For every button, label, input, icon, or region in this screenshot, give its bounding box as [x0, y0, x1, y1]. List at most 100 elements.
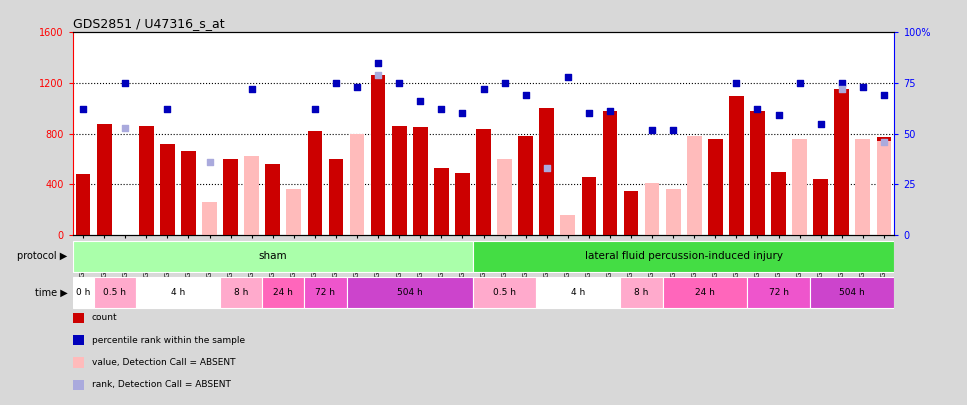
Point: [729, 80, 745, 86]
Bar: [856, 139, 870, 235]
Point: [75, 106, 91, 113]
Point: [813, 120, 829, 127]
Point: [476, 86, 491, 92]
Text: rank, Detection Call = ABSENT: rank, Detection Call = ABSENT: [92, 380, 231, 389]
Text: time ▶: time ▶: [35, 288, 68, 298]
Bar: [645, 183, 659, 235]
Point: [202, 159, 218, 165]
Point: [876, 139, 892, 145]
Bar: [94, 277, 135, 308]
Text: percentile rank within the sample: percentile rank within the sample: [92, 336, 245, 345]
Point: [749, 106, 765, 113]
Bar: [687, 136, 702, 235]
Bar: [265, 164, 280, 235]
Bar: [772, 172, 786, 235]
Point: [665, 126, 681, 133]
Text: 4 h: 4 h: [171, 288, 185, 297]
Text: 24 h: 24 h: [695, 288, 715, 297]
Bar: [876, 137, 892, 235]
Bar: [621, 277, 662, 308]
Bar: [729, 96, 744, 235]
Text: protocol ▶: protocol ▶: [17, 251, 68, 261]
Text: 72 h: 72 h: [769, 288, 788, 297]
Point: [117, 124, 132, 131]
Bar: [262, 277, 305, 308]
Text: 0.5 h: 0.5 h: [493, 288, 516, 297]
Bar: [876, 141, 892, 235]
Text: value, Detection Call = ABSENT: value, Detection Call = ABSENT: [92, 358, 235, 367]
Text: 0 h: 0 h: [75, 288, 90, 297]
Bar: [350, 134, 365, 235]
Bar: [624, 191, 638, 235]
Bar: [97, 124, 111, 235]
Bar: [473, 277, 536, 308]
Bar: [75, 174, 91, 235]
Bar: [540, 108, 554, 235]
Bar: [455, 173, 470, 235]
Point: [835, 86, 850, 92]
Bar: [497, 159, 512, 235]
Bar: [305, 277, 346, 308]
Bar: [810, 277, 894, 308]
Text: 24 h: 24 h: [274, 288, 293, 297]
Point: [349, 84, 365, 90]
Point: [370, 72, 386, 78]
Bar: [220, 277, 262, 308]
Point: [539, 165, 554, 171]
Point: [771, 112, 786, 119]
Bar: [346, 277, 473, 308]
Point: [117, 80, 132, 86]
Bar: [750, 111, 765, 235]
Bar: [413, 127, 427, 235]
Bar: [662, 277, 747, 308]
Bar: [245, 156, 259, 235]
Bar: [536, 277, 621, 308]
Point: [433, 106, 449, 113]
Point: [581, 110, 597, 117]
Text: lateral fluid percussion-induced injury: lateral fluid percussion-induced injury: [585, 251, 782, 261]
Point: [413, 98, 428, 104]
Text: sham: sham: [258, 251, 287, 261]
Point: [855, 84, 870, 90]
Text: 72 h: 72 h: [315, 288, 336, 297]
Text: GDS2851 / U47316_s_at: GDS2851 / U47316_s_at: [73, 17, 224, 30]
Bar: [135, 277, 220, 308]
Text: 0.5 h: 0.5 h: [103, 288, 126, 297]
Text: 8 h: 8 h: [234, 288, 249, 297]
Text: 504 h: 504 h: [839, 288, 865, 297]
Bar: [835, 90, 849, 235]
Point: [792, 80, 807, 86]
Point: [876, 92, 892, 98]
Point: [328, 80, 343, 86]
Text: 504 h: 504 h: [396, 288, 423, 297]
Point: [392, 80, 407, 86]
Point: [497, 80, 513, 86]
Point: [560, 74, 575, 80]
Bar: [308, 131, 322, 235]
Point: [308, 106, 323, 113]
Bar: [666, 190, 681, 235]
Point: [160, 106, 175, 113]
Bar: [329, 159, 343, 235]
Bar: [518, 136, 533, 235]
Bar: [223, 159, 238, 235]
Bar: [73, 277, 94, 308]
Bar: [181, 151, 196, 235]
Point: [602, 108, 618, 115]
Bar: [73, 241, 473, 272]
Bar: [392, 126, 406, 235]
Bar: [747, 277, 810, 308]
Bar: [139, 126, 154, 235]
Point: [244, 86, 259, 92]
Bar: [160, 144, 175, 235]
Bar: [561, 215, 575, 235]
Bar: [476, 129, 491, 235]
Bar: [581, 177, 597, 235]
Point: [644, 126, 659, 133]
Text: count: count: [92, 313, 117, 322]
Bar: [434, 168, 449, 235]
Text: 4 h: 4 h: [571, 288, 585, 297]
Bar: [370, 75, 386, 235]
Bar: [792, 139, 807, 235]
Bar: [497, 173, 512, 235]
